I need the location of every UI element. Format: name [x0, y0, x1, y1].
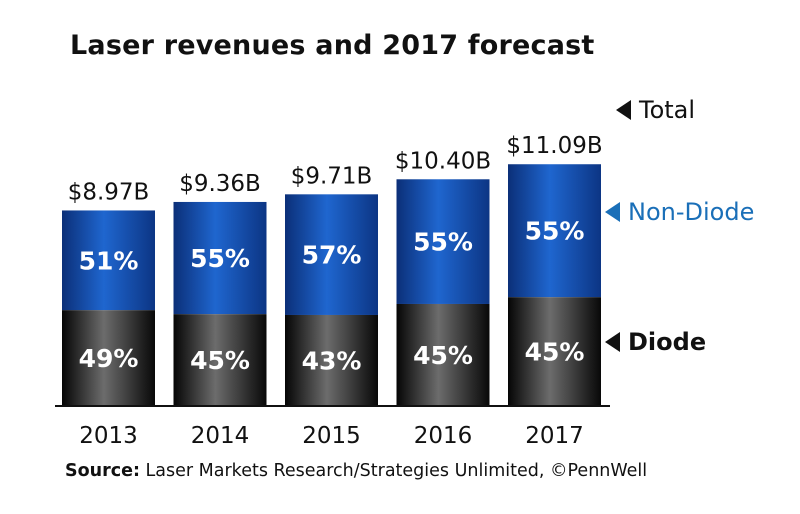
year-tick-label: 2013 — [79, 423, 138, 449]
year-tick-label: 2017 — [525, 423, 584, 449]
bar-diode — [508, 297, 601, 406]
left-arrow-icon — [605, 202, 620, 222]
bar-non-diode — [173, 201, 267, 315]
legend-non-diode-label: Non-Diode — [628, 198, 755, 226]
year-tick-label: 2014 — [191, 423, 250, 449]
bar-non-diode — [508, 164, 601, 298]
legend-total-label: Total — [639, 96, 696, 124]
total-value-label: $8.97B — [68, 179, 150, 205]
non-diode-percent-label: 57% — [302, 241, 362, 270]
bar-diode — [62, 310, 155, 406]
left-arrow-icon — [616, 100, 631, 120]
total-value-label: $9.36B — [179, 171, 261, 197]
non-diode-percent-label: 55% — [525, 217, 585, 246]
bar-non-diode — [396, 179, 490, 304]
legend-diode: Diode — [605, 328, 706, 356]
bar-diode — [396, 303, 490, 406]
diode-percent-label: 45% — [525, 338, 585, 367]
bar-diode — [173, 314, 267, 406]
bar-non-diode — [285, 194, 378, 315]
non-diode-percent-label: 51% — [79, 246, 139, 275]
total-value-label: $10.40B — [395, 148, 491, 174]
legend-total: Total — [616, 96, 695, 124]
source-text: Laser Markets Research/Strategies Unlimi… — [145, 461, 648, 481]
diode-percent-label: 49% — [79, 344, 139, 373]
total-value-label: $9.71B — [291, 163, 373, 189]
year-tick-label: 2016 — [414, 423, 473, 449]
chart-title: Laser revenues and 2017 forecast — [70, 30, 595, 61]
diode-percent-label: 43% — [302, 346, 362, 375]
year-tick-label: 2015 — [302, 423, 361, 449]
diode-percent-label: 45% — [413, 341, 473, 370]
legend-diode-label: Diode — [628, 328, 707, 356]
non-diode-percent-label: 55% — [190, 244, 250, 273]
total-value-label: $11.09B — [506, 133, 602, 159]
legend-non-diode: Non-Diode — [605, 198, 754, 226]
non-diode-percent-label: 55% — [413, 228, 473, 257]
bar-non-diode — [62, 210, 155, 311]
left-arrow-icon — [605, 332, 620, 352]
source-note: Source: Laser Markets Research/Strategie… — [65, 461, 647, 481]
source-prefix: Source: — [65, 461, 140, 481]
bar-diode — [285, 314, 378, 406]
diode-percent-label: 45% — [190, 346, 250, 375]
